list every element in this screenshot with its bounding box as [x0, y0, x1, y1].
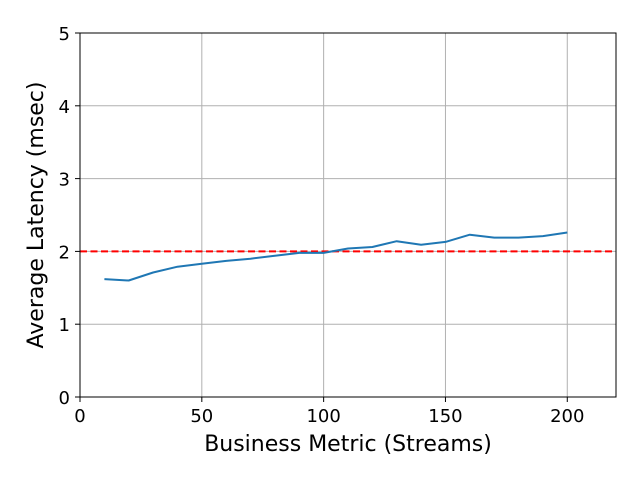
- y-tick-label: 3: [59, 170, 70, 191]
- y-tick-label: 5: [59, 24, 70, 45]
- x-axis-label: Business Metric (Streams): [204, 432, 492, 457]
- x-tick-label: 200: [550, 406, 584, 427]
- y-tick-label: 4: [59, 97, 70, 118]
- y-tick-label: 2: [59, 242, 70, 263]
- x-tick-label: 150: [428, 406, 462, 427]
- series-line: [104, 231, 568, 282]
- y-axis-label: Average Latency (msec): [24, 82, 49, 349]
- x-tick-label: 100: [306, 406, 340, 427]
- x-axis-ticks: 0 50 100 150 200: [74, 397, 584, 427]
- latency-series: [104, 231, 568, 282]
- grid-lines: [79, 32, 616, 398]
- x-tick-label: 50: [190, 406, 213, 427]
- y-tick-label: 0: [59, 388, 70, 409]
- y-axis-ticks: 0 1 2 3 4 5: [59, 24, 80, 409]
- plot-frame: [79, 32, 617, 398]
- y-tick-label: 1: [59, 315, 70, 336]
- x-tick-label: 0: [74, 406, 85, 427]
